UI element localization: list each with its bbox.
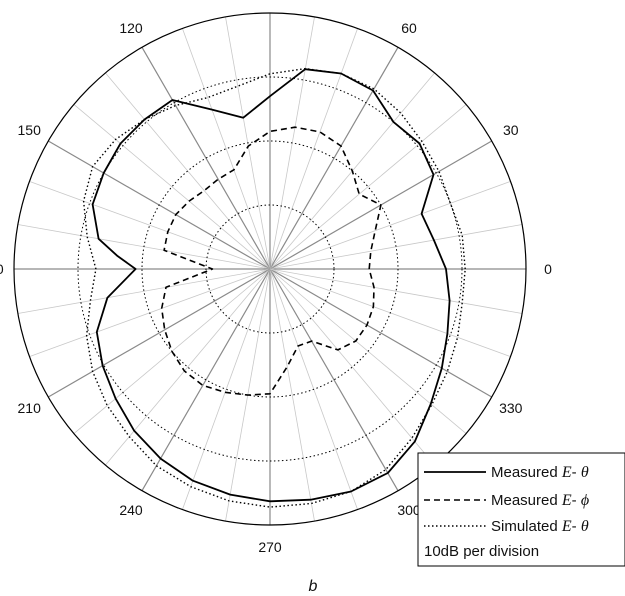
legend-label-field: E — [561, 518, 572, 535]
radial-gridline — [141, 46, 271, 270]
series-curve-0 — [91, 68, 451, 503]
legend-label-simulated-e-theta: Simulated E- θ — [491, 518, 589, 535]
outer-boundary-circle — [13, 12, 527, 526]
radial-gridline — [269, 268, 435, 466]
radial-gridline — [269, 268, 493, 398]
polar-grid — [13, 12, 527, 526]
legend-scale-note: 10dB per division — [424, 543, 539, 560]
angle-tick-label: 120 — [119, 20, 143, 36]
radial-gridline — [269, 181, 511, 270]
radial-gridline — [105, 72, 271, 270]
radial-gridline — [182, 28, 271, 270]
angle-tick-label: 30 — [503, 122, 519, 138]
radial-gridline — [269, 268, 523, 314]
radial-gridline — [269, 268, 315, 522]
angle-tick-label: 150 — [18, 122, 42, 138]
legend-label-measured-e-theta: Measured E- θ — [491, 464, 589, 481]
angle-tick-label: 270 — [258, 539, 282, 555]
legend-label-symbol: θ — [581, 464, 589, 481]
radial-ring — [77, 76, 463, 462]
legend-label-field: E — [561, 492, 572, 509]
angular-tick-labels: 0306090120150180210240270300330 — [0, 20, 552, 555]
legend-label-field: E — [561, 464, 572, 481]
radial-gridline — [269, 28, 358, 270]
angle-tick-label: 60 — [401, 20, 417, 36]
legend-label-prefix: Measured — [491, 464, 562, 481]
radial-gridline — [47, 268, 271, 398]
radial-gridline — [269, 104, 467, 270]
legend-label-measured-e-phi: Measured E- ϕ — [491, 492, 589, 509]
legend: Measured E- θ Measured E- ϕ Simulated E-… — [417, 452, 625, 567]
angle-tick-label: 300 — [397, 502, 421, 518]
legend-label-sep: - — [572, 464, 581, 481]
series-curve-2 — [82, 67, 466, 508]
figure-caption: b — [309, 578, 318, 595]
radial-ring — [205, 204, 335, 334]
legend-label-sep: - — [572, 492, 581, 509]
legend-label-sep: - — [572, 518, 581, 535]
radial-ring — [141, 140, 399, 398]
series-curve-1 — [160, 126, 382, 396]
radial-gridline — [182, 268, 271, 510]
legend-label-symbol: ϕ — [581, 492, 589, 509]
radial-gridline — [73, 104, 271, 270]
legend-label-prefix: Simulated — [491, 518, 562, 535]
legend-label-symbol: θ — [581, 518, 589, 535]
radial-gridline — [269, 224, 523, 270]
radial-gridline — [105, 268, 271, 466]
angle-tick-label: 0 — [544, 261, 552, 277]
radial-gridline — [269, 268, 399, 492]
radial-gridline — [17, 268, 271, 314]
angle-tick-label: 180 — [0, 261, 4, 277]
angle-tick-label: 210 — [18, 400, 42, 416]
radial-gridline — [269, 46, 399, 270]
legend-label-prefix: Measured — [491, 492, 562, 509]
angle-tick-label: 240 — [119, 502, 143, 518]
data-series — [82, 67, 466, 508]
radial-gridline — [141, 268, 271, 492]
radial-gridline — [29, 181, 271, 270]
angle-tick-label: 330 — [499, 400, 523, 416]
